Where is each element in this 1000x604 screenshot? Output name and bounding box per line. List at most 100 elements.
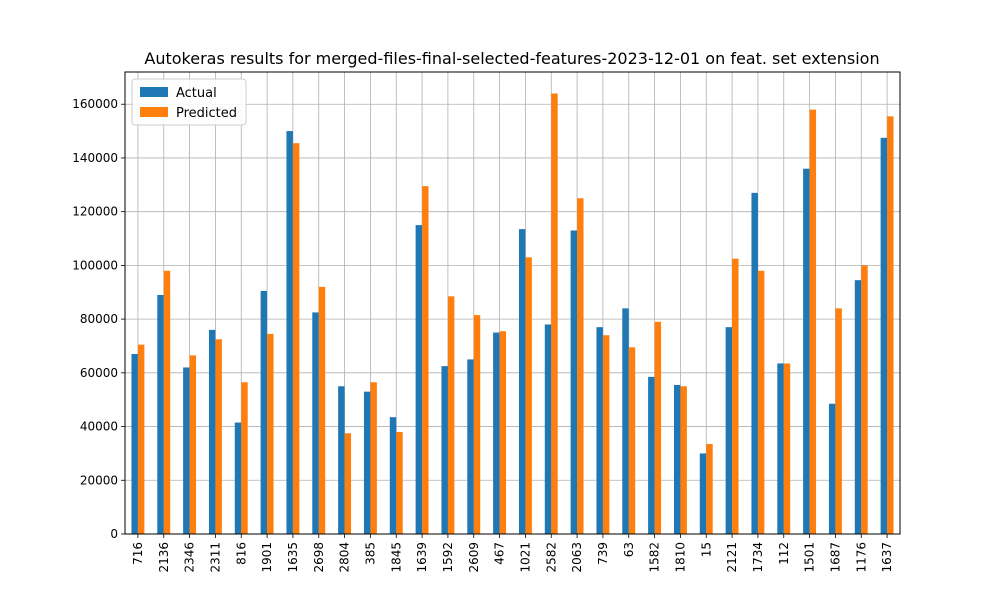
- bar-actual-1810: [673, 384, 681, 534]
- y-axis: 0 20000 40000 60000 80000 100000 120000 140000 1…: [72, 97, 125, 541]
- bar-actual-1639: [415, 225, 423, 534]
- bar-predicted-739: [602, 335, 610, 534]
- x-tick-label: 2136: [157, 542, 171, 573]
- bar-actual-1176: [854, 280, 862, 534]
- bar-actual-2582: [544, 324, 552, 534]
- bar-actual-1687: [828, 403, 836, 534]
- legend-swatch-predicted: [140, 107, 168, 117]
- x-tick-label: 467: [493, 542, 507, 565]
- x-tick-label: 15: [699, 542, 713, 557]
- bar-actual-2698: [312, 312, 319, 534]
- x-tick-label: 112: [777, 542, 791, 565]
- bar-predicted-1582: [654, 321, 662, 534]
- x-tick-label: 1687: [828, 542, 842, 573]
- y-tick-label: 100000: [72, 258, 118, 272]
- bar-predicted-1176: [861, 265, 868, 534]
- bar-actual-1637: [880, 137, 888, 534]
- y-tick-label: 120000: [72, 205, 118, 219]
- x-tick-label: 1734: [751, 542, 765, 573]
- y-tick-label: 0: [110, 527, 118, 541]
- x-tick-label: 1635: [286, 542, 300, 573]
- y-tick-label: 60000: [80, 366, 118, 380]
- bar-predicted-1901: [267, 333, 274, 534]
- bar-actual-1734: [751, 192, 758, 535]
- bar-actual-1501: [803, 168, 810, 534]
- y-tick-label: 20000: [80, 473, 118, 487]
- legend-label-predicted: Predicted: [176, 106, 237, 121]
- bar-actual-1582: [648, 376, 655, 534]
- x-tick-label: 1901: [260, 542, 274, 573]
- bar-actual-1901: [260, 290, 268, 534]
- x-tick-label: 1501: [803, 542, 817, 573]
- bar-actual-1845: [389, 417, 397, 534]
- bar-predicted-1810: [680, 386, 687, 534]
- x-tick-label: 1021: [518, 542, 532, 573]
- bar-actual-15: [699, 453, 707, 534]
- bar-actual-716: [131, 354, 138, 534]
- x-tick-label: 716: [131, 542, 145, 565]
- bar-predicted-1845: [396, 431, 403, 534]
- bar-predicted-2804: [344, 433, 352, 534]
- legend-swatch-actual: [140, 87, 168, 97]
- bar-predicted-2346: [189, 355, 197, 534]
- bar-actual-63: [622, 308, 629, 534]
- bar-actual-2346: [183, 367, 190, 534]
- bar-predicted-2582: [551, 93, 558, 534]
- x-tick-label: 1810: [673, 542, 687, 573]
- x-tick-label: 2311: [208, 542, 222, 573]
- bar-actual-2609: [467, 359, 474, 534]
- x-tick-label: 1592: [441, 542, 455, 573]
- x-tick-label: 63: [622, 542, 636, 557]
- x-tick-label: 2063: [570, 542, 584, 573]
- bar-predicted-716: [137, 344, 145, 534]
- x-tick-label: 1582: [648, 542, 662, 573]
- x-tick-label: 739: [596, 542, 610, 565]
- bar-actual-385: [363, 391, 371, 534]
- bar-actual-1635: [286, 131, 293, 534]
- legend: Actual Predicted: [131, 78, 247, 126]
- x-tick-label: 2582: [544, 542, 558, 573]
- x-tick-label: 2698: [312, 542, 326, 573]
- legend-label-actual: Actual: [176, 86, 217, 101]
- bars: [131, 93, 894, 535]
- x-tick-label: 1639: [415, 542, 429, 573]
- bar-predicted-63: [628, 347, 636, 534]
- bar-predicted-112: [783, 363, 791, 534]
- bar-actual-816: [234, 422, 242, 534]
- bar-actual-739: [596, 327, 603, 534]
- bar-predicted-1501: [809, 109, 817, 535]
- bar-predicted-15: [706, 444, 713, 534]
- bar-predicted-385: [370, 382, 377, 534]
- x-tick-label: 1637: [880, 542, 894, 573]
- bar-predicted-467: [499, 331, 507, 534]
- y-tick-label: 140000: [72, 151, 118, 165]
- bar-predicted-2121: [732, 258, 739, 534]
- bar-actual-1592: [441, 366, 448, 534]
- bar-predicted-2609: [473, 315, 481, 534]
- x-tick-label: 2121: [725, 542, 739, 573]
- y-tick-label: 160000: [72, 97, 118, 111]
- bar-predicted-2311: [215, 339, 222, 534]
- bar-predicted-2063: [577, 198, 584, 534]
- bar-actual-467: [493, 332, 500, 534]
- x-tick-label: 2346: [183, 542, 197, 573]
- bar-predicted-1734: [757, 270, 765, 534]
- bar-actual-1021: [518, 229, 526, 534]
- bar-actual-112: [777, 363, 784, 534]
- y-tick-label: 40000: [80, 420, 118, 434]
- bar-predicted-2698: [318, 286, 326, 534]
- x-tick-label: 2804: [338, 542, 352, 573]
- x-axis: 716 2136 2346 2311 816 1901 1635 2698 2804 385 184…: [131, 534, 894, 573]
- bar-predicted-1639: [422, 186, 429, 534]
- x-tick-label: 1176: [854, 542, 868, 573]
- bar-actual-2804: [338, 386, 345, 534]
- bar-predicted-2136: [163, 270, 171, 534]
- bar-predicted-1637: [887, 116, 894, 535]
- bar-predicted-1687: [835, 308, 842, 534]
- x-tick-label: 1845: [389, 542, 403, 573]
- bar-actual-2136: [157, 294, 164, 534]
- bar-actual-2311: [208, 329, 216, 534]
- bar-predicted-816: [241, 382, 248, 534]
- bar-actual-2063: [570, 230, 578, 534]
